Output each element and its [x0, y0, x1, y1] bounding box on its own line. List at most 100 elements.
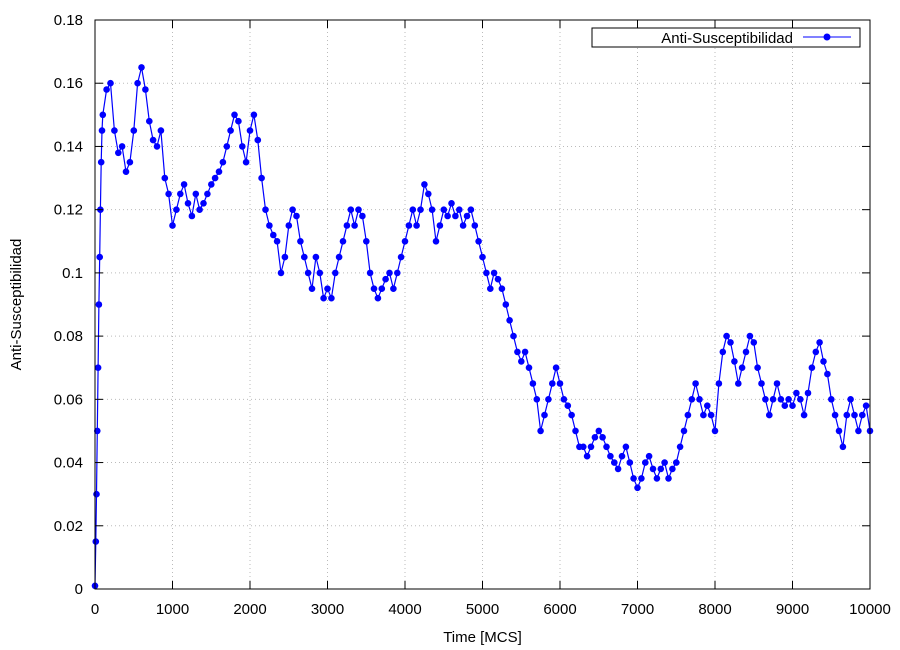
data-point — [657, 465, 665, 473]
data-point — [793, 389, 800, 397]
x-tick-label: 5000 — [466, 601, 499, 618]
data-point — [781, 402, 789, 410]
data-point — [521, 348, 529, 356]
data-point — [812, 348, 820, 356]
data-point — [97, 158, 105, 166]
data-point — [769, 396, 777, 403]
y-tick-label: 0.1 — [62, 265, 83, 282]
legend-label: Anti-Susceptibilidad — [661, 30, 793, 47]
data-point — [839, 443, 847, 451]
y-tick-label: 0.12 — [54, 202, 83, 219]
data-point — [351, 222, 358, 229]
data-point — [618, 452, 626, 460]
data-point — [324, 285, 331, 293]
y-tick-label: 0.18 — [54, 12, 83, 29]
data-point — [196, 206, 203, 213]
data-point — [254, 136, 262, 144]
data-point — [169, 222, 176, 229]
data-point — [285, 222, 293, 229]
data-point — [301, 253, 308, 261]
data-point — [204, 190, 211, 198]
data-point — [762, 396, 769, 403]
data-point — [642, 459, 649, 466]
data-point — [750, 339, 758, 346]
data-point — [444, 212, 451, 220]
y-tick-label: 0.06 — [54, 391, 83, 408]
data-point — [153, 143, 161, 150]
data-point — [374, 294, 382, 302]
data-point — [692, 380, 699, 387]
data-point — [409, 206, 417, 213]
data-point — [572, 427, 579, 435]
data-point — [541, 411, 548, 419]
data-point — [273, 238, 281, 245]
x-tick-label: 3000 — [311, 601, 344, 618]
data-point — [94, 364, 102, 372]
data-point — [820, 358, 827, 365]
data-point — [816, 339, 823, 346]
data-point — [223, 143, 231, 150]
y-tick-label: 0.04 — [54, 455, 83, 472]
data-point — [510, 332, 517, 340]
x-tick-label: 2000 — [233, 601, 266, 618]
data-point — [645, 452, 653, 460]
data-point — [773, 380, 781, 387]
data-point — [707, 411, 715, 419]
data-point — [98, 127, 106, 134]
data-point — [502, 301, 510, 308]
data-point — [92, 538, 100, 545]
data-point — [180, 181, 188, 188]
data-point — [653, 475, 661, 482]
y-tick-label: 0.02 — [54, 518, 83, 535]
data-point — [843, 411, 851, 419]
data-point — [235, 117, 242, 125]
data-point — [355, 206, 362, 213]
data-point — [599, 434, 606, 441]
data-point — [731, 358, 738, 365]
data-point — [99, 111, 107, 119]
data-point — [626, 459, 634, 466]
data-point — [824, 370, 831, 378]
data-point — [107, 79, 114, 87]
data-point — [471, 222, 479, 229]
data-point — [800, 411, 808, 419]
data-point — [266, 222, 273, 229]
data-point — [785, 396, 792, 403]
data-point — [339, 238, 347, 245]
data-point — [347, 206, 355, 213]
data-point — [603, 443, 610, 451]
x-axis: 0 1000 2000 3000 4000 5000 6000 7000 8000 9000 100… — [91, 20, 891, 618]
data-point — [320, 294, 327, 302]
data-point — [506, 317, 513, 324]
y-tick-label: 0 — [75, 581, 83, 598]
data-point — [673, 459, 680, 466]
data-point — [161, 174, 169, 182]
data-point — [115, 149, 122, 157]
data-point — [413, 222, 420, 229]
data-point — [312, 253, 320, 261]
data-point — [146, 117, 153, 125]
data-point — [149, 136, 157, 144]
data-point — [719, 348, 727, 356]
data-point — [587, 443, 595, 451]
x-tick-label: 7000 — [621, 601, 654, 618]
x-axis-label: Time [MCS] — [443, 629, 522, 646]
x-tick-label: 6000 — [543, 601, 576, 618]
data-point — [688, 396, 696, 403]
data-point — [165, 190, 172, 198]
data-point — [851, 411, 858, 419]
data-point — [192, 190, 200, 198]
data-point — [835, 427, 843, 435]
data-point — [397, 253, 405, 261]
data-point — [634, 484, 641, 492]
data-point — [456, 206, 463, 213]
data-point — [417, 206, 424, 213]
y-tick-label: 0.16 — [54, 75, 83, 92]
data-point — [859, 411, 866, 419]
data-point — [94, 427, 101, 435]
data-point — [514, 348, 521, 356]
data-point — [746, 332, 754, 340]
data-point — [777, 396, 785, 403]
data-point — [828, 396, 835, 403]
data-point — [583, 452, 591, 460]
